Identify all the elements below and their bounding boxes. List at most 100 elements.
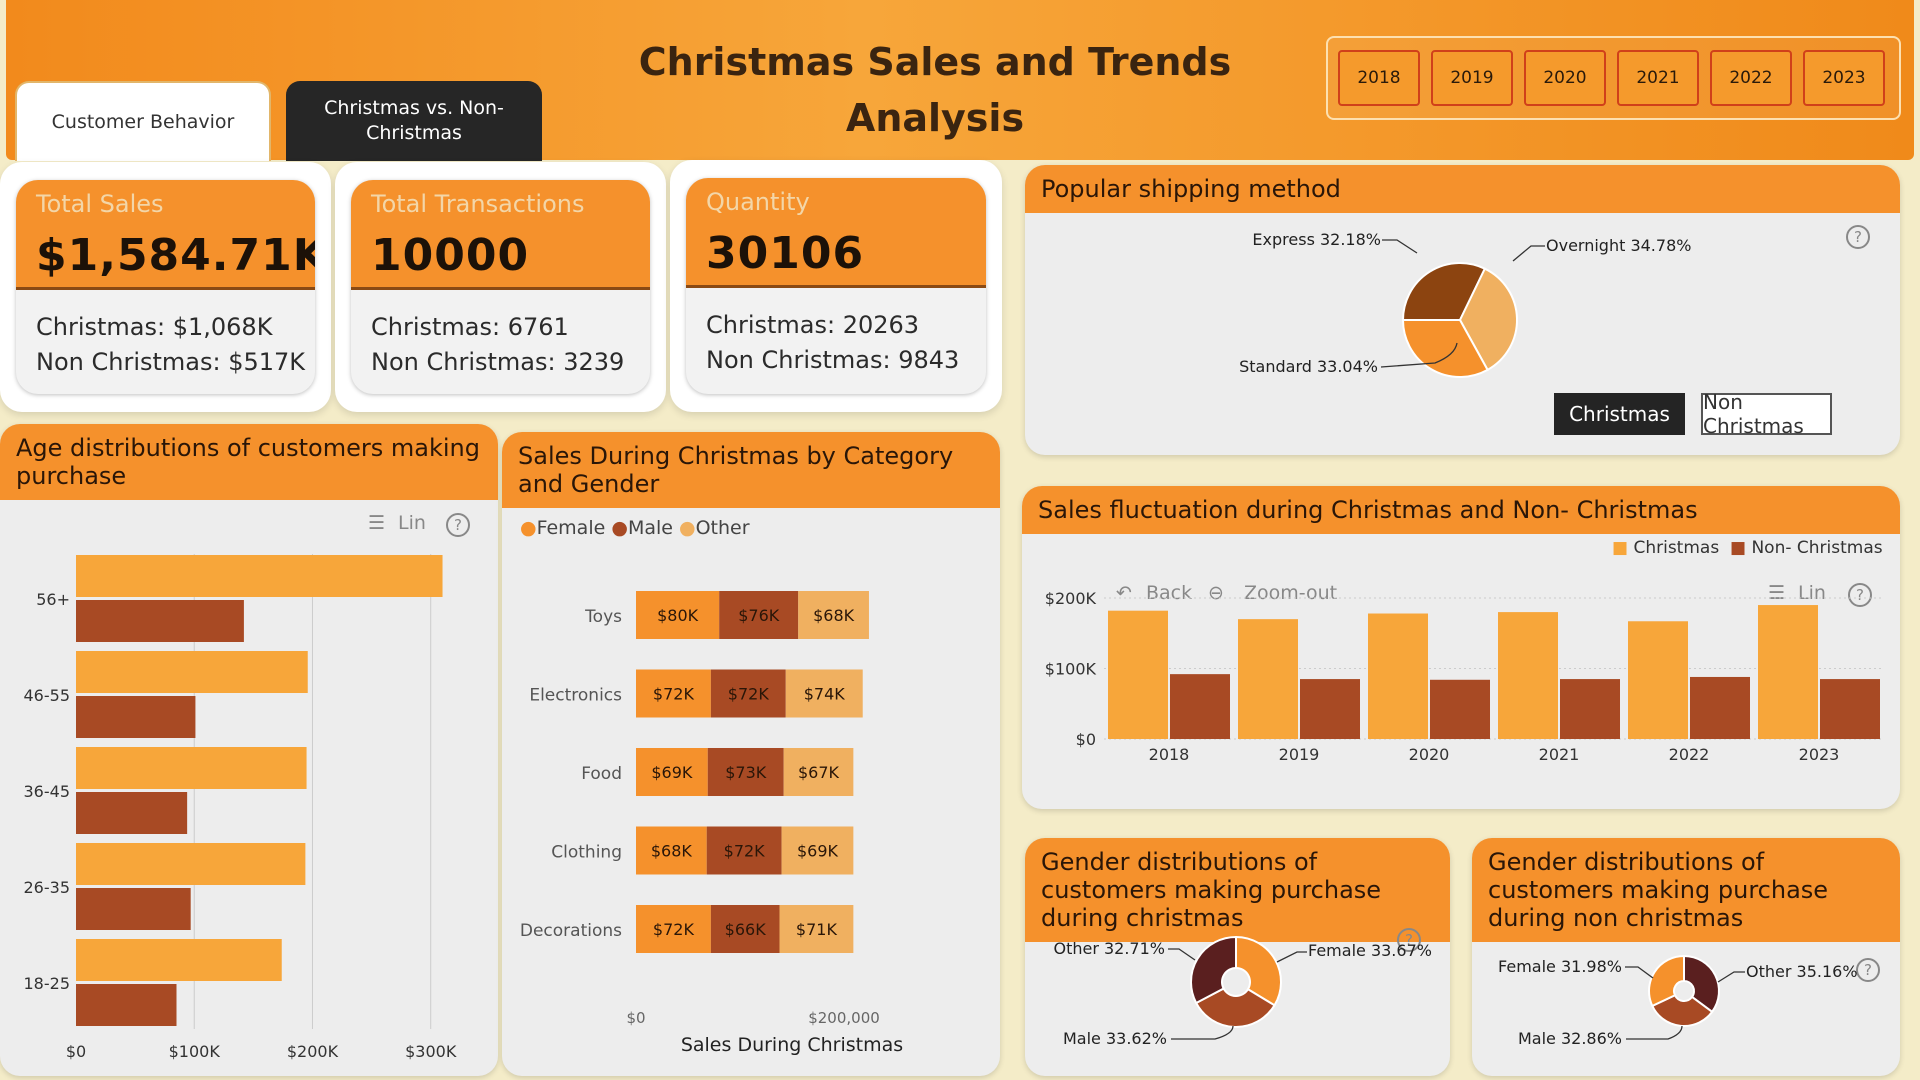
- zoom-out-button[interactable]: Zoom-out: [1244, 582, 1338, 604]
- pie-slice-male: [1650, 993, 1714, 1027]
- year-2021-button[interactable]: 2021: [1617, 50, 1699, 106]
- stacked-segment-female: [636, 669, 711, 718]
- kpi-value: 10000: [371, 230, 530, 281]
- bar-non-christmas: [1430, 679, 1490, 739]
- fluctuation-legend: ■ Christmas ■ Non- Christmas: [1612, 538, 1883, 558]
- pie-label: Male 32.86%: [1518, 1029, 1622, 1048]
- pie-leader-line: [1382, 239, 1418, 254]
- bar-christmas: [1368, 613, 1428, 739]
- gender-christmas-title: Gender distributions of customers making…: [1025, 838, 1450, 942]
- kpi-non-christmas: Non Christmas: $517K: [36, 348, 306, 376]
- help-icon[interactable]: ?: [1846, 225, 1870, 249]
- pie-slice-express: [1401, 262, 1487, 321]
- kpi-christmas: Christmas: 20263: [706, 311, 920, 339]
- pie-label: Standard 33.04%: [1239, 357, 1378, 376]
- data-label: $73K: [725, 763, 767, 782]
- bar-non-christmas: [1820, 679, 1880, 739]
- age-panel: Age distributions of customers making pu…: [0, 424, 498, 1076]
- pie-label: Express 32.18%: [1252, 230, 1381, 249]
- data-label: $68K: [813, 606, 855, 625]
- legend-other[interactable]: Other: [695, 517, 750, 539]
- bar-christmas: [1238, 619, 1298, 739]
- tab-christmas-vs-non-christmas[interactable]: Christmas vs. Non-Christmas: [286, 81, 542, 161]
- stacked-segment-other: [785, 669, 863, 718]
- x-tick-label: 2019: [1279, 745, 1320, 764]
- gender-non-christmas-donut: Other 35.16% Male 32.86% Female 31.98%: [1498, 954, 1858, 1048]
- kpi-card-total-transactions: Total Transactions 10000 Christmas: 6761…: [335, 162, 666, 412]
- pie-label: Female 33.67%: [1308, 941, 1432, 960]
- data-label: $72K: [653, 920, 695, 939]
- pie-leader-line: [1380, 342, 1458, 368]
- stacked-segment-other: [783, 748, 854, 796]
- category-title: Sales During Christmas by Category and G…: [502, 432, 1000, 508]
- y-tick-label: 46-55: [24, 686, 71, 705]
- fluctuation-title: Sales fluctuation during Christmas and N…: [1022, 486, 1900, 534]
- non-christmas-toggle-button[interactable]: Non Christmas: [1701, 390, 1832, 438]
- y-tick-label: 36-45: [24, 782, 71, 801]
- data-label: $74K: [804, 685, 846, 704]
- category-panel: Sales During Christmas by Category and G…: [502, 432, 1000, 1076]
- x-tick-label: 2018: [1149, 745, 1190, 764]
- data-label: $67K: [798, 763, 840, 782]
- help-icon[interactable]: ?: [1397, 928, 1421, 952]
- legend-non-christmas[interactable]: Non- Christmas: [1751, 538, 1883, 558]
- bar-non-christmas: [1690, 676, 1750, 739]
- kpi-label: Total Sales: [36, 190, 164, 218]
- category-stacked-bar-chart: Toys $80K $76K $68K Electronics $72K $72K $74K F…: [520, 591, 903, 1056]
- legend-female[interactable]: Female: [536, 517, 606, 539]
- year-2023-button[interactable]: 2023: [1803, 50, 1885, 106]
- christmas-toggle-button[interactable]: Christmas: [1554, 393, 1685, 435]
- pie-label: Other 35.16%: [1746, 962, 1858, 981]
- y-tick-label: 18-25: [24, 974, 71, 993]
- x-tick-label: 2020: [1409, 745, 1450, 764]
- stacked-segment-male: [706, 826, 782, 875]
- legend-male[interactable]: Male: [627, 517, 673, 539]
- legend-dot: ●: [611, 517, 628, 539]
- y-tick-label: $100K: [1045, 660, 1097, 679]
- stacked-segment-female: [636, 748, 708, 796]
- bar-secondary: [76, 792, 188, 834]
- pie-leader-line: [1168, 948, 1196, 961]
- year-2019-button[interactable]: 2019: [1431, 50, 1513, 106]
- tab-customer-behavior[interactable]: Customer Behavior: [15, 81, 271, 161]
- legend-dot: ●: [679, 517, 696, 539]
- legend-christmas[interactable]: Christmas: [1633, 538, 1720, 558]
- category-label: Decorations: [520, 921, 622, 941]
- bar-non-christmas: [1560, 679, 1620, 739]
- help-icon[interactable]: ?: [1856, 958, 1880, 982]
- y-tick-label: $200K: [1045, 589, 1097, 608]
- year-2022-button[interactable]: 2022: [1710, 50, 1792, 106]
- stacked-segment-male: [710, 669, 786, 718]
- stacked-segment-female: [636, 826, 707, 875]
- x-tick-label: 2021: [1539, 745, 1580, 764]
- data-label: $76K: [738, 606, 780, 625]
- stacked-segment-male: [707, 748, 784, 796]
- help-icon[interactable]: ?: [1848, 583, 1872, 607]
- kpi-christmas: Christmas: $1,068K: [36, 313, 273, 341]
- x-tick-label: $300K: [405, 1042, 457, 1061]
- data-label: $66K: [725, 920, 767, 939]
- bar-secondary: [76, 600, 244, 642]
- data-label: $71K: [796, 920, 838, 939]
- year-2018-button[interactable]: 2018: [1338, 50, 1420, 106]
- category-label: Food: [581, 764, 622, 784]
- x-tick-label: $200,000: [808, 1009, 880, 1027]
- y-tick-label: $0: [1076, 730, 1096, 749]
- pie-label: Female 31.98%: [1498, 957, 1622, 976]
- pie-slice-other: [1190, 935, 1237, 1005]
- bar-christmas: [1628, 621, 1688, 739]
- age-bar-chart: 56+ 46-55 36-45 26-35 18-25 $0 $100K $200K $300K: [24, 554, 457, 1061]
- kpi-label: Quantity: [706, 188, 810, 216]
- legend-square: ■: [1612, 538, 1629, 558]
- page-title: Christmas Sales and Trends Analysis: [638, 40, 1232, 140]
- list-icon[interactable]: ☰: [368, 512, 386, 534]
- bar-primary: [76, 747, 307, 789]
- age-title: Age distributions of customers making pu…: [0, 424, 498, 500]
- help-icon[interactable]: ?: [446, 513, 470, 537]
- bar-secondary: [76, 696, 196, 738]
- lin-control[interactable]: Lin: [398, 512, 426, 534]
- bar-primary: [76, 651, 308, 693]
- stacked-segment-female: [636, 591, 720, 639]
- year-2020-button[interactable]: 2020: [1524, 50, 1606, 106]
- pie-leader-line: [1717, 971, 1745, 983]
